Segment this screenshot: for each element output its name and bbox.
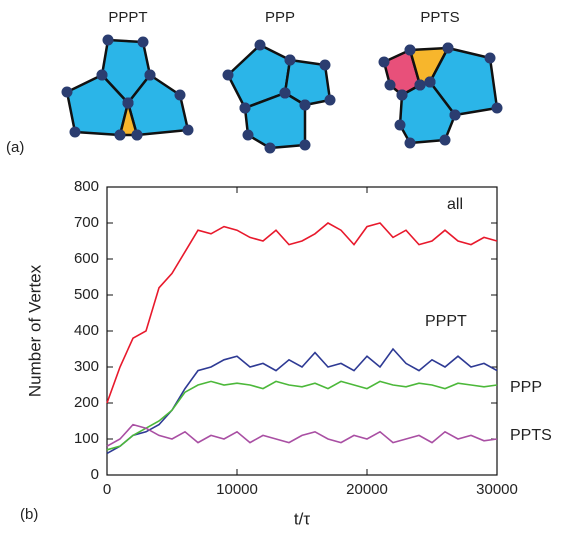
x-tick-label: 0 xyxy=(103,481,111,498)
vertex-dot xyxy=(319,59,331,71)
vertex-dot xyxy=(61,86,73,98)
y-tick-label: 400 xyxy=(74,322,99,339)
vertex-dot xyxy=(439,134,451,146)
vertex-dot xyxy=(222,69,234,81)
vertex-dot xyxy=(284,54,296,66)
vertex-dot xyxy=(404,44,416,56)
panel-label: (a) xyxy=(6,139,24,156)
series-line xyxy=(106,423,498,447)
y-tick-label: 300 xyxy=(74,358,99,375)
diagram-label: PPP xyxy=(265,9,295,26)
x-tick-label: 10000 xyxy=(216,481,258,498)
vertex-dot xyxy=(137,36,149,48)
vertex-dot xyxy=(254,39,266,51)
diagram-label: PPTS xyxy=(420,9,459,26)
vertex-dot xyxy=(242,129,254,141)
vertex-dot xyxy=(484,52,496,64)
y-tick-label: 600 xyxy=(74,250,99,267)
vertex-dot xyxy=(174,89,186,101)
vertex-dot xyxy=(414,79,426,91)
vertex-dot xyxy=(491,102,503,114)
x-tick-label: 30000 xyxy=(476,481,518,498)
series-line xyxy=(106,222,498,404)
vertex-dot xyxy=(131,129,143,141)
panel-label: (b) xyxy=(20,506,38,523)
vertex-dot xyxy=(96,69,108,81)
vertex-dot xyxy=(264,142,276,154)
vertex-dot xyxy=(324,94,336,106)
cell xyxy=(283,58,332,107)
vertex-dot xyxy=(394,119,406,131)
x-tick-label: 20000 xyxy=(346,481,388,498)
series-label: PPP xyxy=(510,379,542,396)
vertex-dot xyxy=(144,69,156,81)
plot-frame xyxy=(106,186,498,476)
cell xyxy=(118,101,139,137)
vertex-dot xyxy=(378,56,390,68)
series-line xyxy=(106,380,498,451)
vertex-dot xyxy=(396,89,408,101)
cell xyxy=(428,46,499,117)
series-label: PPPT xyxy=(425,313,467,330)
vertex-dot xyxy=(299,139,311,151)
vertex-dot xyxy=(442,42,454,54)
vertex-dot xyxy=(404,137,416,149)
diagram-label: PPPT xyxy=(108,9,147,26)
series-label: all xyxy=(447,196,463,213)
x-axis-label: t/τ xyxy=(294,509,310,528)
panel-a: PPPT PPP PPTS (a) xyxy=(6,9,499,156)
vertex-dot xyxy=(114,129,126,141)
vertex-dot xyxy=(299,99,311,111)
y-tick-label: 800 xyxy=(74,178,99,195)
vertex-dot xyxy=(122,97,134,109)
vertex-dot xyxy=(424,76,436,88)
y-axis-label: Number of Vertex xyxy=(25,264,44,397)
y-tick-label: 100 xyxy=(74,430,99,447)
series-label: PPTS xyxy=(510,427,552,444)
vertex-dot xyxy=(239,102,251,114)
vertex-dot xyxy=(69,126,81,138)
y-tick-label: 500 xyxy=(74,286,99,303)
vertex-dot xyxy=(182,124,194,136)
vertex-dot xyxy=(102,34,114,46)
cell xyxy=(65,73,130,137)
y-tick-label: 700 xyxy=(74,214,99,231)
vertex-dot xyxy=(279,87,291,99)
vertex-dot xyxy=(449,109,461,121)
y-tick-label: 200 xyxy=(74,394,99,411)
y-tick-label: 0 xyxy=(91,466,99,483)
vertex-dot xyxy=(384,79,396,91)
